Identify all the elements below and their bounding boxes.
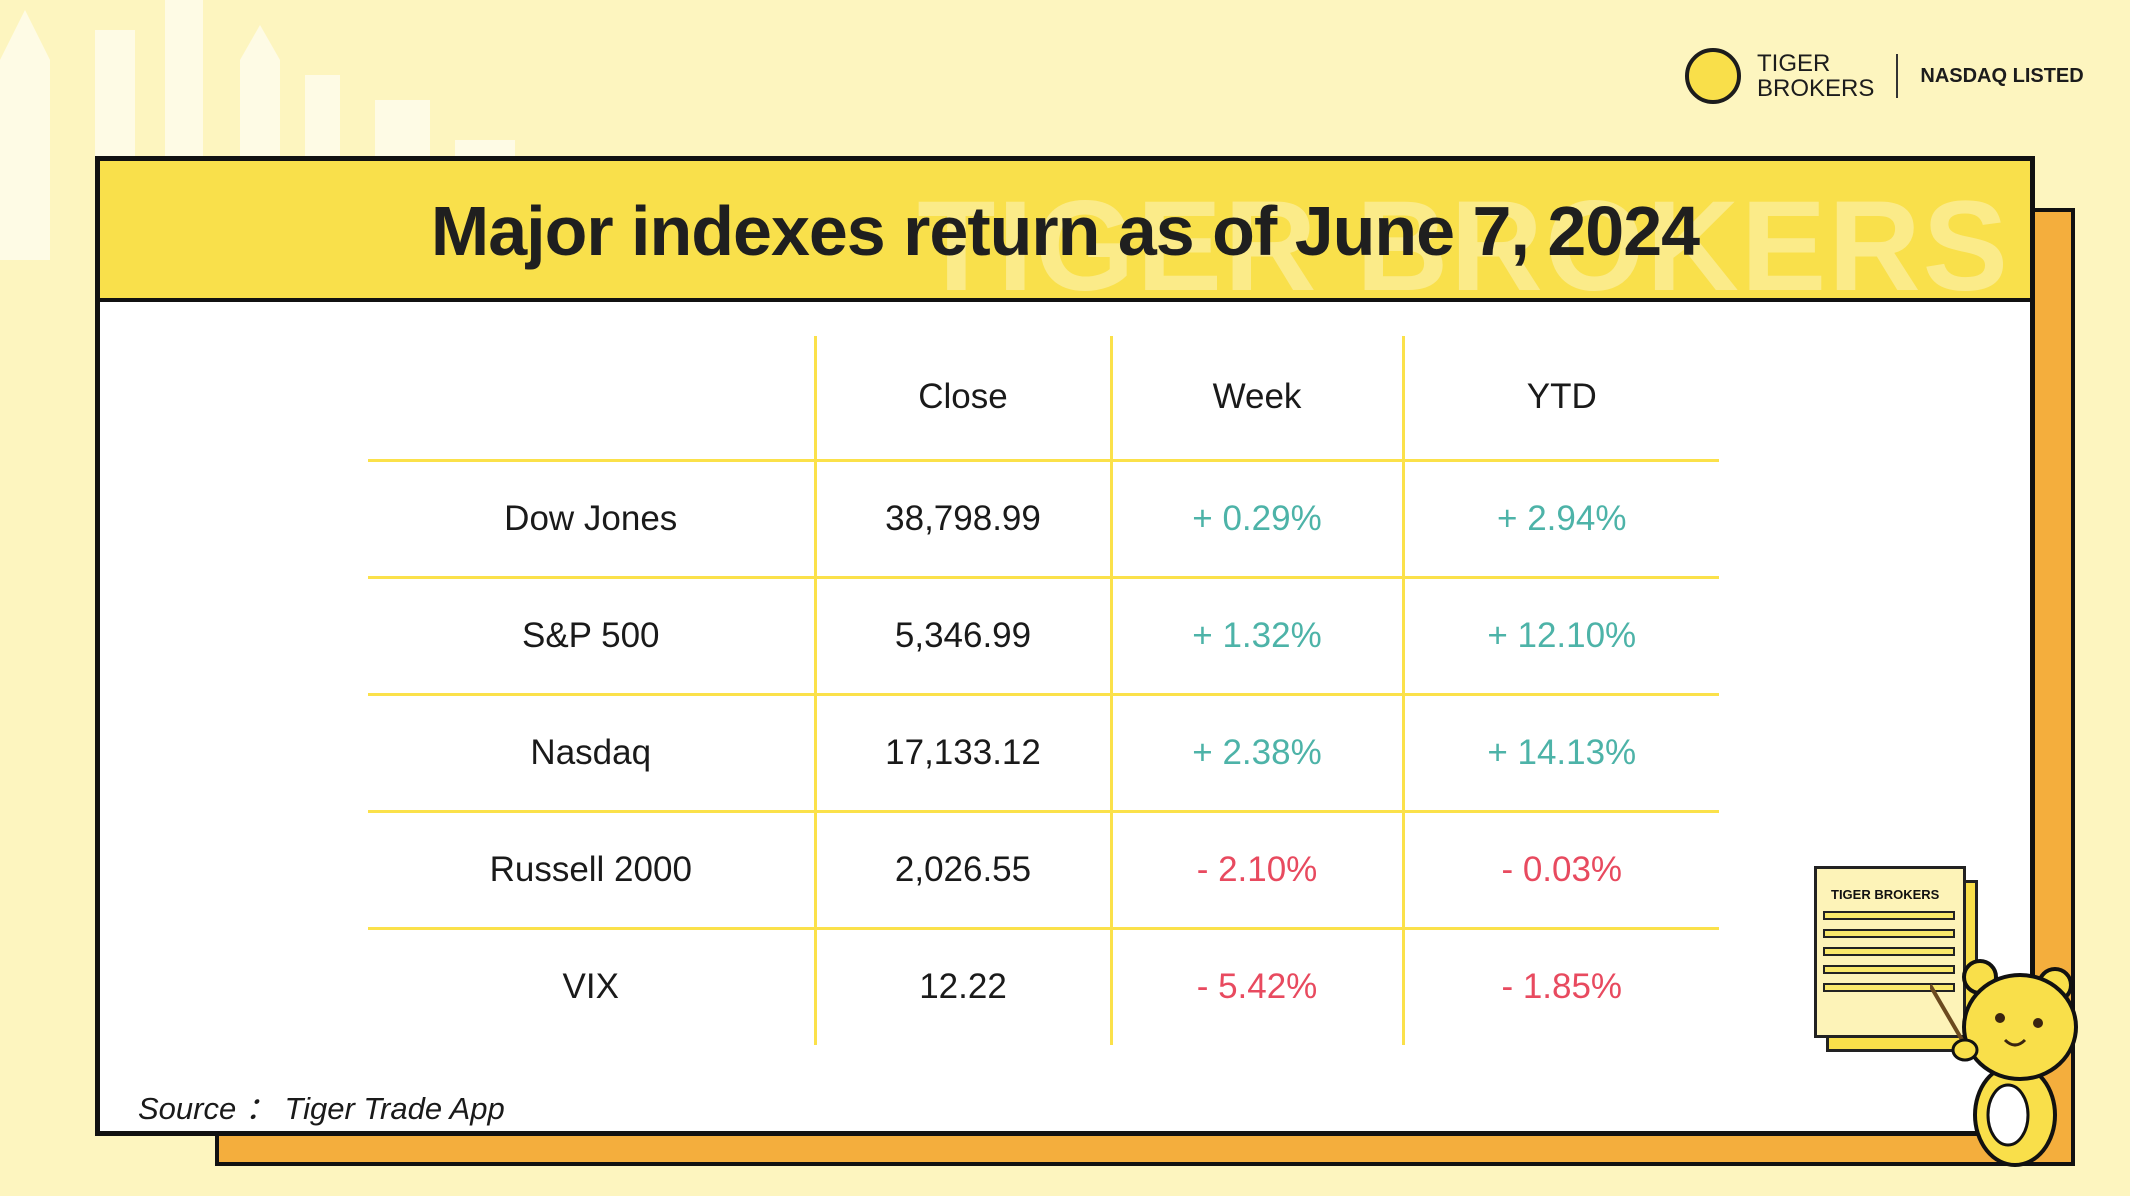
ytd-return: + 12.10% <box>1403 575 1719 694</box>
watermark: TIGER BROKERS <box>917 175 2010 302</box>
brand-name: TIGER BROKERS <box>1757 51 1874 101</box>
header-close: Close <box>813 336 1113 462</box>
index-name: Russell 2000 <box>368 809 815 928</box>
close-value: 12.22 <box>813 926 1113 1045</box>
index-name: Nasdaq <box>368 692 815 811</box>
source-note: Source ： Tiger Trade App <box>138 1091 505 1126</box>
ytd-return: - 0.03% <box>1403 809 1719 928</box>
week-return: + 2.38% <box>1111 692 1405 811</box>
table-row: Russell 2000 2,026.55- 2.10% - 0.03% <box>368 809 1719 928</box>
week-return: - 2.10% <box>1111 809 1405 928</box>
close-value: 2,026.55 <box>813 809 1113 928</box>
tiger-logo-icon <box>1685 48 1741 104</box>
header-ytd: YTD <box>1403 336 1719 462</box>
document-illustration: TIGER BROKERS <box>1814 866 1966 1038</box>
ytd-return: - 1.85% <box>1403 926 1719 1045</box>
brand-name-line2: BROKERS <box>1757 75 1875 102</box>
index-name: VIX <box>368 926 815 1045</box>
close-value: 5,346.99 <box>813 575 1113 694</box>
header-week: Week <box>1111 336 1405 462</box>
index-name: Dow Jones <box>504 498 678 538</box>
ytd-return: + 14.13% <box>1403 692 1719 811</box>
index-table: Close Week YTD Dow Jones 38,798.99 + 0.29%… <box>368 336 1719 1045</box>
title-band: TIGER BROKERS Major indexes return as of… <box>100 161 2030 302</box>
brand-name-line1: TIGER <box>1757 50 1831 77</box>
ytd-return: + 2.94% <box>1497 498 1627 538</box>
logo-divider <box>1896 54 1899 98</box>
tiger-mascot-illustration <box>1930 959 2078 1167</box>
tiger-brokers-logo: TIGER BROKERS NASDAQ LISTED <box>1685 48 2084 104</box>
index-name: S&P 500 <box>368 575 815 694</box>
close-value: 17,133.12 <box>813 692 1113 811</box>
week-return: + 1.32% <box>1111 575 1405 694</box>
table-row: VIX 12.22- 5.42% - 1.85% <box>368 926 1719 1045</box>
document-title: TIGER BROKERS <box>1831 887 1940 902</box>
index-card: TIGER BROKERS Major indexes return as of… <box>95 156 2035 1136</box>
header-index <box>368 336 815 462</box>
page-title: Major indexes return as of June 7, 2024 <box>430 192 1700 270</box>
table-row: Nasdaq 17,133.12 + 2.38% + 14.13% <box>368 692 1719 811</box>
close-value: 38,798.99 <box>813 460 1113 577</box>
table-row: S&P 500 5,346.99 + 1.32% + 12.10% <box>368 575 1719 694</box>
listing-label: NASDAQ LISTED <box>1920 64 2084 87</box>
week-return: + 0.29% <box>1111 460 1405 577</box>
table-row: Dow Jones 38,798.99 + 0.29% + 2.94% <box>368 460 1719 577</box>
week-return: - 5.42% <box>1111 926 1405 1045</box>
table-header-row: Close Week YTD <box>368 336 1719 462</box>
